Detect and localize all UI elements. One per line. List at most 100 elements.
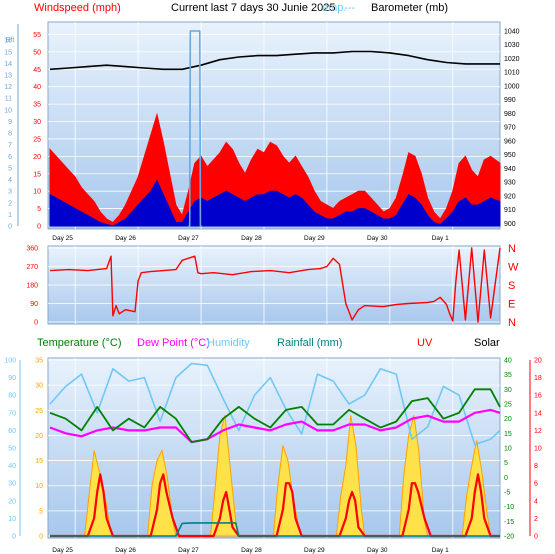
tick-label-barometer: 1020 [504,56,520,63]
tick-label-day: Day 1 [432,547,449,554]
tick-label-temperature: 15 [504,431,512,438]
tick-label-bft: 3 [8,189,12,196]
tick-label-direction: 0 [34,320,38,327]
tick-label-temperature: 5 [504,460,508,467]
tick-label-humidity: 90 [8,375,16,382]
tick-label-bft: 4 [8,177,12,184]
tick-label-uv: 0 [534,534,538,541]
tick-label-temperature: 20 [504,416,512,423]
tick-label-direction: 360 [26,246,38,253]
tick-label-rain: 30 [35,383,43,390]
tick-label-humidity: 20 [8,498,16,505]
barometer-label: Barometer (mb) [371,2,448,14]
tick-label-uv: 14 [534,410,542,417]
tick-label-barometer: 900 [504,221,516,228]
windspeed-label: Windspeed (mph) [34,2,121,14]
chart-title: Current last 7 days 30 Junie 2025 [171,2,336,14]
uv-label: UV [417,337,433,349]
tick-label-windspeed: 5 [37,206,41,213]
temp-panel-bg [47,357,501,539]
tick-label-compass: S [508,280,515,292]
tick-label-uv: 8 [534,463,538,470]
tick-label-bft: 0 [8,224,12,231]
tick-label-compass: W [508,262,519,274]
temp-overlap-label: emp. [322,2,346,14]
rainfall-label: Rainfall (mm) [277,337,342,349]
tick-label-humidity: 30 [8,481,16,488]
axis-layer: 0510152025303540455055012345678910111213… [4,24,542,554]
tick-label-barometer: 940 [504,166,516,173]
tick-label-humidity: 100 [4,358,16,365]
tick-label-bft: 13 [4,73,12,80]
tick-label-barometer: 930 [504,180,516,187]
tick-label-humidity: 60 [8,428,16,435]
tick-label-day: Day 25 [52,235,73,242]
tick-label-bft: 6 [8,154,12,161]
tick-label-temperature: -20 [504,534,514,541]
tick-label-windspeed: 10 [33,189,41,196]
tick-label-uv: 20 [534,358,542,365]
tick-label-compass: N [508,243,516,255]
tick-label-temperature: 10 [504,446,512,453]
series-direction [49,247,501,323]
temperature-label: Temperature (°C) [37,337,121,349]
tick-label-day: Day 27 [178,547,199,554]
tick-label-direction: 180 [26,283,38,290]
tick-label-temperature: 40 [504,358,512,365]
tick-label-windspeed: 0 [37,224,41,231]
tick-label-day: Day 29 [304,235,325,242]
tick-label-rain: 0 [39,534,43,541]
tick-label-bft: 16 [4,38,12,45]
tick-label-rain: 25 [35,408,43,415]
tick-label-humidity: 10 [8,516,16,523]
tick-label-bft: 1 [8,212,12,219]
tick-label-temperature: 0 [504,475,508,482]
tick-label-uv: 18 [534,375,542,382]
tick-label-barometer: 920 [504,193,516,200]
tick-label-windspeed: 40 [33,84,41,91]
tick-label-temperature: 30 [504,387,512,394]
tick-label-windspeed: 50 [33,49,41,56]
tick-label-day: Day 30 [367,547,388,554]
tick-label-day: Day 30 [367,235,388,242]
tick-label-bft: 10 [4,107,12,114]
tick-label-barometer: 1000 [504,83,520,90]
tick-label-barometer: 990 [504,97,516,104]
tick-label-bft: 9 [8,119,12,126]
solar-label: Solar [474,337,500,349]
tick-label-temperature: -10 [504,504,514,511]
tick-label-barometer: 970 [504,125,516,132]
tick-label-rain: 15 [35,458,43,465]
series-rainfall [50,522,500,537]
tick-label-humidity: 70 [8,410,16,417]
tick-label-uv: 12 [534,428,542,435]
tick-label-day: Day 26 [115,547,136,554]
series-dewpoint [49,408,501,444]
tick-label-day: Day 25 [52,547,73,554]
tick-label-bft: 14 [4,61,12,68]
tick-label-windspeed: 55 [33,32,41,39]
series-temp-spike [188,30,202,227]
tick-label-day: Day 26 [115,235,136,242]
tick-label-day: Day 1 [432,235,449,242]
tick-label-barometer: 910 [504,207,516,214]
tick-label-bft: 5 [8,165,12,172]
tick-label-uv: 6 [534,481,538,488]
tick-label-barometer: 980 [504,111,516,118]
tick-label-windspeed: 30 [33,119,41,126]
series-temperature [49,388,501,444]
tick-label-day: Day 28 [241,235,262,242]
tick-label-humidity: 80 [8,393,16,400]
tick-label-day: Day 27 [178,235,199,242]
tick-label-windspeed: 15 [33,171,41,178]
tick-label-windspeed: 35 [33,102,41,109]
humidity-label: Humidity [207,337,250,349]
series-average [49,179,501,227]
tick-label-day: Day 28 [241,547,262,554]
tick-label-uv: 16 [534,393,542,400]
tick-label-windspeed: 25 [33,136,41,143]
tick-label-day: Day 29 [304,547,325,554]
tick-label-windspeed: 45 [33,67,41,74]
tick-label-barometer: 960 [504,138,516,145]
